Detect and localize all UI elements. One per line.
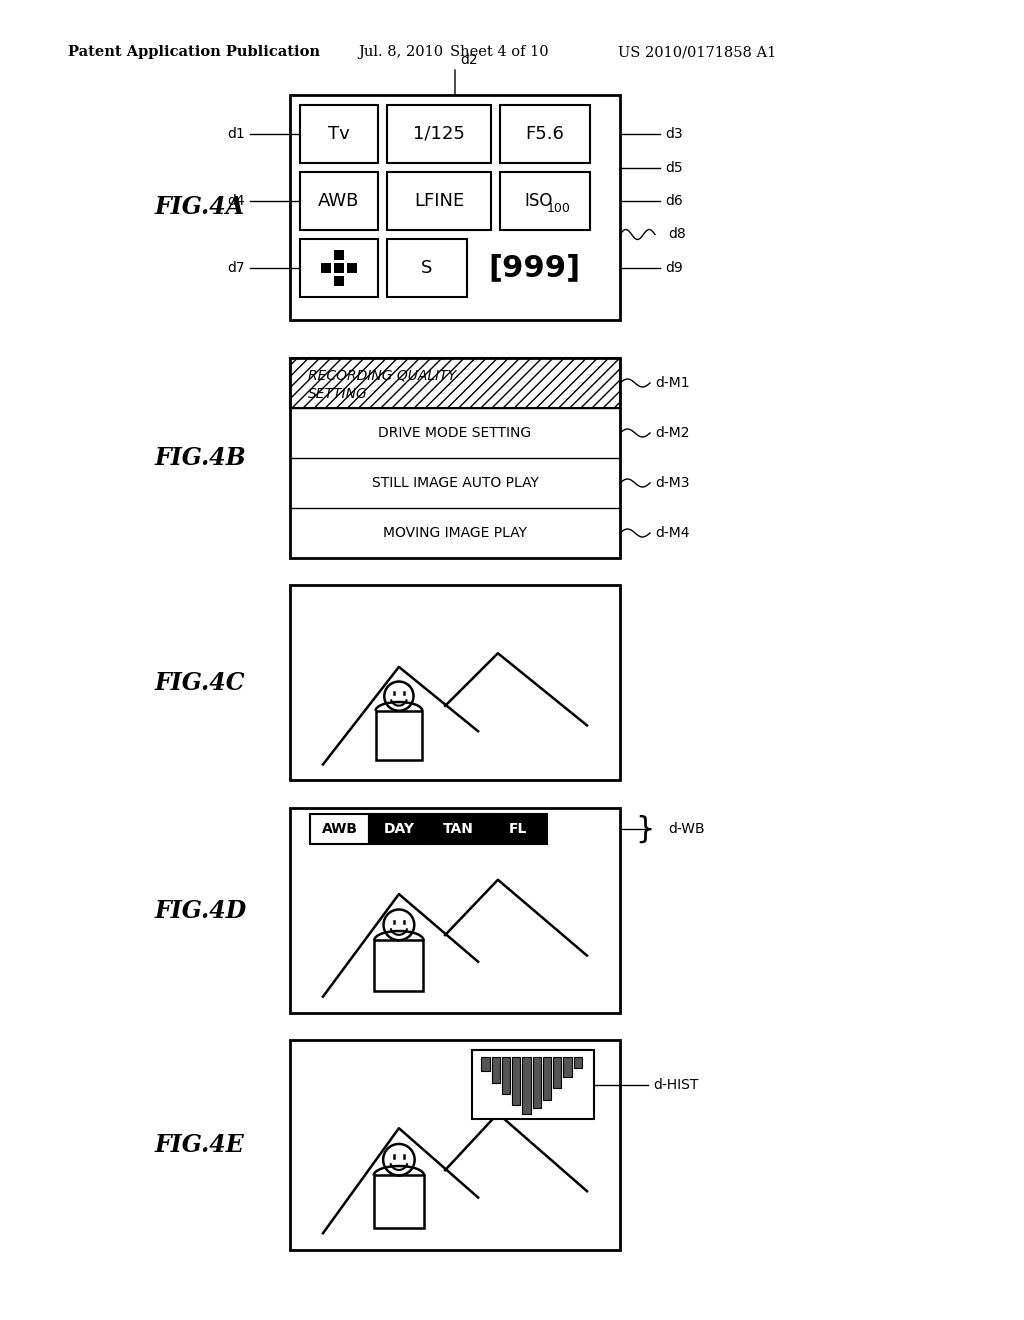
Text: Tv: Tv: [328, 125, 350, 143]
Bar: [429, 814, 488, 843]
Bar: [300, 106, 378, 162]
Text: DAY: DAY: [383, 822, 415, 836]
Bar: [532, 1057, 541, 1107]
Text: Sheet 4 of 10: Sheet 4 of 10: [450, 45, 549, 59]
Bar: [290, 808, 620, 1012]
Text: d1: d1: [227, 127, 245, 141]
Bar: [488, 814, 548, 843]
Text: SETTING: SETTING: [308, 387, 368, 401]
Bar: [387, 172, 490, 230]
Bar: [387, 239, 467, 297]
Text: d-M4: d-M4: [655, 525, 689, 540]
Text: FIG.4E: FIG.4E: [155, 1133, 245, 1158]
Bar: [321, 263, 331, 273]
Text: ISO: ISO: [525, 191, 553, 210]
Text: DRIVE MODE SETTING: DRIVE MODE SETTING: [379, 426, 531, 440]
Text: 1/125: 1/125: [413, 125, 465, 143]
Text: US 2010/0171858 A1: US 2010/0171858 A1: [618, 45, 776, 59]
Text: LFINE: LFINE: [414, 191, 464, 210]
Bar: [300, 172, 378, 230]
Text: RECORDING QUALITY: RECORDING QUALITY: [308, 368, 457, 383]
Bar: [370, 814, 429, 843]
Bar: [500, 106, 590, 162]
Text: FIG.4A: FIG.4A: [155, 195, 245, 219]
Bar: [290, 95, 620, 319]
Text: d5: d5: [665, 161, 683, 174]
Bar: [290, 358, 620, 558]
Text: FIG.4D: FIG.4D: [155, 899, 247, 923]
Bar: [300, 239, 378, 297]
Text: d-M3: d-M3: [655, 477, 689, 490]
Bar: [573, 1057, 582, 1068]
Text: 100: 100: [547, 202, 571, 215]
Text: Jul. 8, 2010: Jul. 8, 2010: [358, 45, 443, 59]
Text: d-M2: d-M2: [655, 426, 689, 440]
Bar: [310, 814, 370, 843]
Bar: [334, 249, 344, 260]
Text: d2: d2: [460, 53, 477, 67]
Bar: [522, 1057, 530, 1114]
Bar: [502, 1057, 510, 1094]
Text: MOVING IMAGE PLAY: MOVING IMAGE PLAY: [383, 525, 527, 540]
Text: }: }: [635, 814, 654, 843]
Bar: [376, 710, 422, 759]
Text: FIG.4C: FIG.4C: [155, 671, 246, 694]
Bar: [334, 276, 344, 286]
Bar: [347, 263, 357, 273]
Text: STILL IMAGE AUTO PLAY: STILL IMAGE AUTO PLAY: [372, 477, 539, 490]
Text: d3: d3: [665, 127, 683, 141]
Text: d8: d8: [668, 227, 686, 242]
Bar: [481, 1057, 489, 1071]
Text: d7: d7: [227, 261, 245, 275]
Text: d9: d9: [665, 261, 683, 275]
Bar: [290, 358, 620, 408]
Text: d-HIST: d-HIST: [653, 1077, 698, 1092]
Text: AWB: AWB: [322, 822, 357, 836]
Text: d-M1: d-M1: [655, 376, 689, 389]
Bar: [334, 263, 344, 273]
Text: d4: d4: [227, 194, 245, 209]
Bar: [471, 1049, 594, 1119]
Bar: [500, 172, 590, 230]
Text: AWB: AWB: [318, 191, 359, 210]
Bar: [290, 585, 620, 780]
Bar: [374, 1175, 424, 1228]
Text: [999]: [999]: [488, 253, 581, 282]
Bar: [492, 1057, 500, 1082]
Bar: [563, 1057, 571, 1077]
Text: FL: FL: [509, 822, 527, 836]
Bar: [512, 1057, 520, 1105]
Text: d6: d6: [665, 194, 683, 209]
Bar: [290, 358, 620, 408]
Bar: [290, 1040, 620, 1250]
Text: F5.6: F5.6: [525, 125, 564, 143]
Bar: [387, 106, 490, 162]
Text: S: S: [421, 259, 433, 277]
Bar: [375, 940, 424, 991]
Text: d-WB: d-WB: [668, 822, 705, 836]
Text: Patent Application Publication: Patent Application Publication: [68, 45, 319, 59]
Bar: [543, 1057, 551, 1100]
Bar: [553, 1057, 561, 1088]
Text: FIG.4B: FIG.4B: [155, 446, 247, 470]
Text: TAN: TAN: [442, 822, 474, 836]
